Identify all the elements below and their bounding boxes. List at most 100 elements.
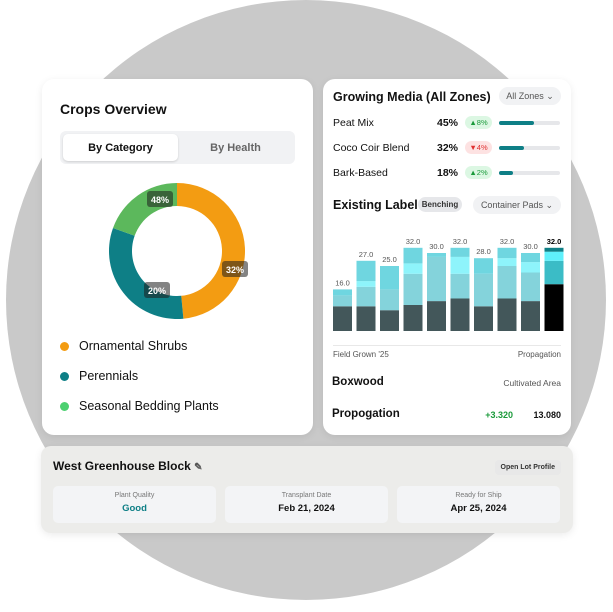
bar-segment[interactable]	[356, 281, 376, 287]
bar-segment[interactable]	[403, 273, 423, 305]
bar-value-label: 30.0	[429, 242, 444, 251]
bar-segment[interactable]	[333, 295, 352, 307]
bar-segment[interactable]	[474, 258, 493, 274]
section-title: Existing Label	[333, 198, 418, 212]
bar-segment[interactable]	[474, 306, 493, 331]
bar-segment[interactable]	[497, 298, 517, 332]
bar-value-label: 32.0	[547, 237, 562, 246]
stat-label: Plant Quality	[114, 492, 155, 499]
bar-value-label: 32.0	[500, 237, 515, 246]
bar-segment[interactable]	[427, 253, 446, 257]
stat-label: Ready for Ship	[455, 492, 502, 499]
media-row: Bark-Based 18% ▲2%	[333, 165, 561, 181]
block-title-text: West Greenhouse Block	[53, 459, 191, 473]
legend-label: Seasonal Bedding Plants	[79, 399, 219, 413]
greenhouse-block-card: West Greenhouse Block ✎ Open Lot Profile…	[41, 446, 573, 533]
bar-segment[interactable]	[474, 273, 493, 307]
bar-segment[interactable]	[521, 272, 540, 302]
bar-value-label: 28.0	[476, 247, 491, 256]
media-name: Bark-Based	[333, 167, 388, 179]
media-percent: 18%	[437, 167, 459, 179]
bar-segment[interactable]	[544, 251, 564, 261]
delta-badge: ▲2%	[465, 166, 492, 179]
crop-meta: Cultivated Area	[503, 378, 561, 388]
stat-value: Apr 25, 2024	[450, 503, 507, 514]
dropdown-value: All Zones	[506, 91, 544, 101]
tab-by-health[interactable]: By Health	[210, 141, 261, 154]
bar-segment[interactable]	[380, 289, 399, 311]
bar-segment[interactable]	[403, 263, 423, 274]
stage-name: Propogation	[332, 408, 400, 420]
progress-bar	[499, 146, 560, 150]
bar-segment[interactable]	[333, 289, 352, 296]
bar-value-label: 30.0	[523, 242, 538, 251]
donut-slice[interactable]	[113, 183, 177, 236]
block-title: West Greenhouse Block ✎	[53, 459, 203, 473]
chevron-down-icon: ⌄	[545, 199, 554, 210]
change-value: +3.320	[485, 410, 513, 420]
media-name: Peat Mix	[333, 117, 374, 129]
bar-segment[interactable]	[427, 301, 446, 331]
x-label-right: Propagation	[517, 350, 561, 359]
stat-label: Transplant Date	[281, 492, 332, 499]
bar-segment[interactable]	[521, 301, 540, 331]
media-percent: 45%	[437, 117, 459, 129]
svg-text:32%: 32%	[226, 265, 244, 275]
bar-segment[interactable]	[450, 256, 470, 274]
bar-segment[interactable]	[380, 266, 399, 290]
bar-segment[interactable]	[497, 266, 517, 299]
bar-segment[interactable]	[544, 284, 564, 331]
legend-item: Seasonal Bedding Plants	[60, 399, 219, 413]
zones-dropdown[interactable]: All Zones ⌄	[499, 87, 561, 105]
benching-badge[interactable]: Benching	[418, 197, 462, 212]
bar-segment[interactable]	[497, 258, 517, 266]
slice-label: 48%	[147, 191, 173, 207]
legend-dot	[60, 371, 69, 381]
bar-segment[interactable]	[403, 247, 423, 264]
bar-segment[interactable]	[544, 247, 564, 252]
bar-segment[interactable]	[497, 247, 517, 259]
bar-segment[interactable]	[450, 273, 470, 299]
donut-chart: 48% 32% 20%	[109, 183, 248, 319]
tab-by-category[interactable]: By Category	[63, 134, 178, 161]
container-pads-dropdown[interactable]: Container Pads ⌄	[473, 196, 561, 214]
bar-segment[interactable]	[544, 260, 564, 285]
delta-badge: ▲8%	[465, 116, 492, 129]
chevron-down-icon: ⌄	[546, 90, 554, 101]
bar-segment[interactable]	[356, 306, 376, 331]
legend-item: Perennials	[60, 369, 138, 383]
bar-segment[interactable]	[521, 262, 540, 273]
view-toggle: By Category By Health	[60, 131, 295, 164]
bar-segment[interactable]	[450, 298, 470, 332]
svg-text:20%: 20%	[148, 286, 166, 296]
crop-name: Boxwood	[332, 376, 384, 388]
bar-value-label: 27.0	[359, 250, 374, 259]
donut-slice[interactable]	[177, 183, 245, 319]
bar-segment[interactable]	[356, 260, 376, 282]
bar-segment[interactable]	[427, 256, 446, 302]
bar-segment[interactable]	[403, 305, 423, 331]
bar-segment[interactable]	[521, 253, 540, 263]
bar-segment[interactable]	[380, 310, 399, 331]
bar-segment[interactable]	[333, 306, 352, 331]
bar-segment[interactable]	[356, 286, 376, 307]
stacked-bar-chart: 16.0 27.0 25.0 32.0 30.0 32.0 28.0 32.0 30.0 32.0	[333, 237, 564, 332]
progress-bar	[499, 171, 560, 175]
bar-segment[interactable]	[450, 247, 470, 257]
bar-value-label: 32.0	[453, 237, 468, 246]
stat-ready-for-ship: Ready for Ship Apr 25, 2024	[397, 486, 560, 523]
media-row: Coco Coir Blend 32% ▼4%	[333, 140, 561, 156]
card-title: Growing Media (All Zones)	[333, 90, 491, 104]
open-lot-profile-button[interactable]: Open Lot Profile	[494, 460, 561, 475]
donut-slice[interactable]	[109, 227, 184, 319]
media-percent: 32%	[437, 142, 459, 154]
bar-value-label: 16.0	[335, 278, 350, 287]
crops-overview-card: Crops Overview By Category By Health 48%…	[42, 79, 313, 435]
slice-label: 20%	[144, 282, 170, 298]
edit-icon[interactable]: ✎	[194, 462, 203, 473]
media-row: Peat Mix 45% ▲8%	[333, 115, 561, 131]
legend-dot	[60, 401, 69, 411]
delta-badge: ▼4%	[465, 141, 492, 154]
svg-text:48%: 48%	[151, 195, 169, 205]
total-value: 13.080	[533, 410, 561, 420]
